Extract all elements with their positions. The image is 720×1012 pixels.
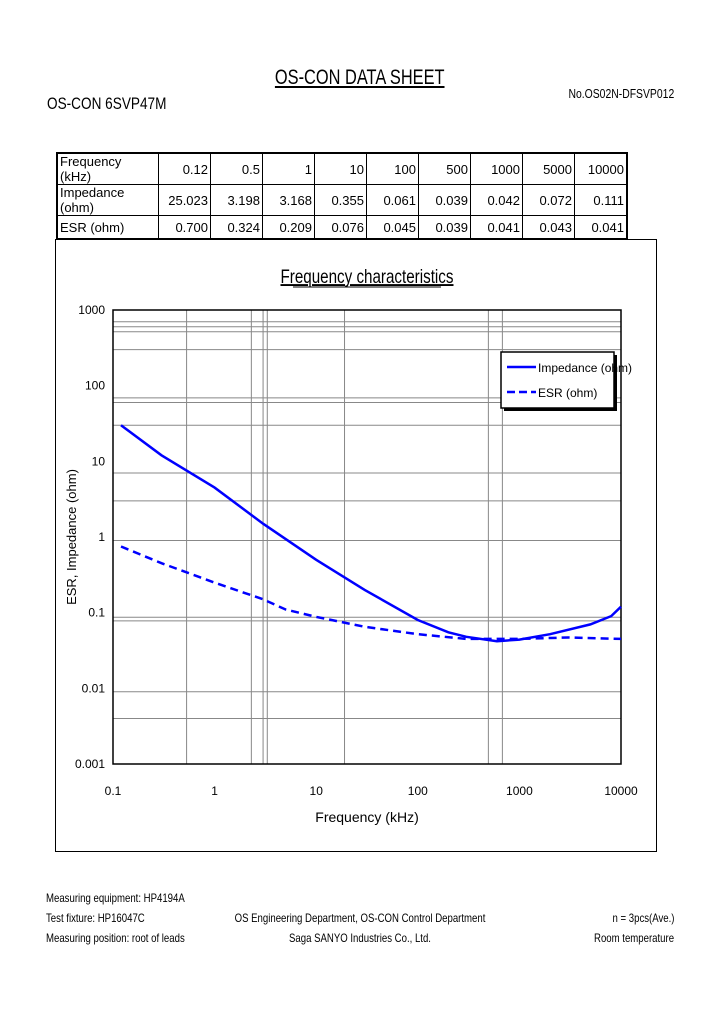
- footer-samples: n = 3pcs(Ave.): [612, 911, 674, 925]
- plot-area: [112, 309, 622, 765]
- footer-equipment: Measuring equipment: HP4194A: [46, 891, 185, 905]
- table-cell: 0.043: [522, 215, 575, 240]
- table-cell: 0.045: [366, 215, 419, 240]
- row-label: Frequency (kHz): [56, 152, 159, 185]
- measurement-table: Frequency (kHz) 0.12 0.5 1 10 100 500 1000 5000 1…: [56, 152, 628, 240]
- footer-fixture: Test fixture: HP16047C: [46, 911, 145, 925]
- y-tick-label: 100: [85, 379, 105, 393]
- table-cell: 0.209: [262, 215, 315, 240]
- chart-title: Frequency characteristics: [280, 265, 453, 287]
- table-cell: 3.198: [210, 184, 263, 216]
- document-number: No.OS02N-DFSVP012: [568, 86, 674, 101]
- table-cell: 500: [418, 152, 471, 185]
- series-line-esr: [120, 545, 622, 641]
- table-row: Impedance (ohm) 25.023 3.198 3.168 0.355 0.06…: [56, 184, 628, 216]
- table-cell: 0.111: [574, 184, 628, 216]
- row-label: Impedance (ohm): [56, 184, 159, 216]
- x-tick-label: 1000: [506, 784, 533, 798]
- table-cell: 0.039: [418, 184, 471, 216]
- row-label: ESR (ohm): [56, 215, 159, 240]
- table-cell: 0.700: [158, 215, 211, 240]
- table-cell: 0.5: [210, 152, 263, 185]
- x-tick-label: 10: [310, 784, 324, 798]
- table-cell: 0.355: [314, 184, 367, 216]
- y-tick-label: 0.01: [82, 681, 106, 695]
- table-cell: 100: [366, 152, 419, 185]
- table-cell: 0.041: [470, 215, 523, 240]
- series-line-impedance: [120, 424, 622, 643]
- table-cell: 0.324: [210, 215, 263, 240]
- table-cell: 0.039: [418, 215, 471, 240]
- chart-frame: [55, 239, 657, 852]
- page-title: OS-CON DATA SHEET: [275, 66, 445, 89]
- y-tick-label: 0.001: [75, 757, 105, 771]
- x-tick-label: 0.1: [105, 784, 122, 798]
- footer-position: Measuring position: root of leads: [46, 931, 185, 945]
- table-cell: 1: [262, 152, 315, 185]
- x-tick-label: 10000: [604, 784, 638, 798]
- table-cell: 0.041: [574, 215, 628, 240]
- y-tick-label: 1: [98, 530, 105, 544]
- table-row: ESR (ohm) 0.700 0.324 0.209 0.076 0.045 0.039 0…: [56, 215, 628, 240]
- x-tick-label: 1: [211, 784, 218, 798]
- legend-box: [500, 351, 615, 409]
- table-cell: 1000: [470, 152, 523, 185]
- table-row: Frequency (kHz) 0.12 0.5 1 10 100 500 1000 5000 1…: [56, 152, 628, 185]
- table-cell: 0.076: [314, 215, 367, 240]
- legend-label: ESR (ohm): [538, 386, 597, 400]
- table-cell: 5000: [522, 152, 575, 185]
- footer-department: OS Engineering Department, OS-CON Contro…: [234, 911, 486, 925]
- model-name: OS-CON 6SVP47M: [47, 94, 167, 113]
- legend-label: Impedance (ohm): [538, 361, 632, 375]
- y-tick-label: 0.1: [88, 606, 105, 620]
- y-tick-label: 10: [92, 454, 106, 468]
- x-tick-label: 100: [408, 784, 428, 798]
- table-cell: 0.072: [522, 184, 575, 216]
- table-cell: 0.061: [366, 184, 419, 216]
- footer-temperature: Room temperature: [593, 931, 674, 945]
- y-tick-label: 1000: [78, 303, 105, 317]
- table-cell: 3.168: [262, 184, 315, 216]
- footer-company: Saga SANYO Industries Co., Ltd.: [289, 931, 431, 945]
- y-axis-label: ESR, Impedance (ohm): [64, 469, 79, 605]
- table-cell: 25.023: [158, 184, 211, 216]
- x-axis-label: Frequency (kHz): [315, 809, 418, 825]
